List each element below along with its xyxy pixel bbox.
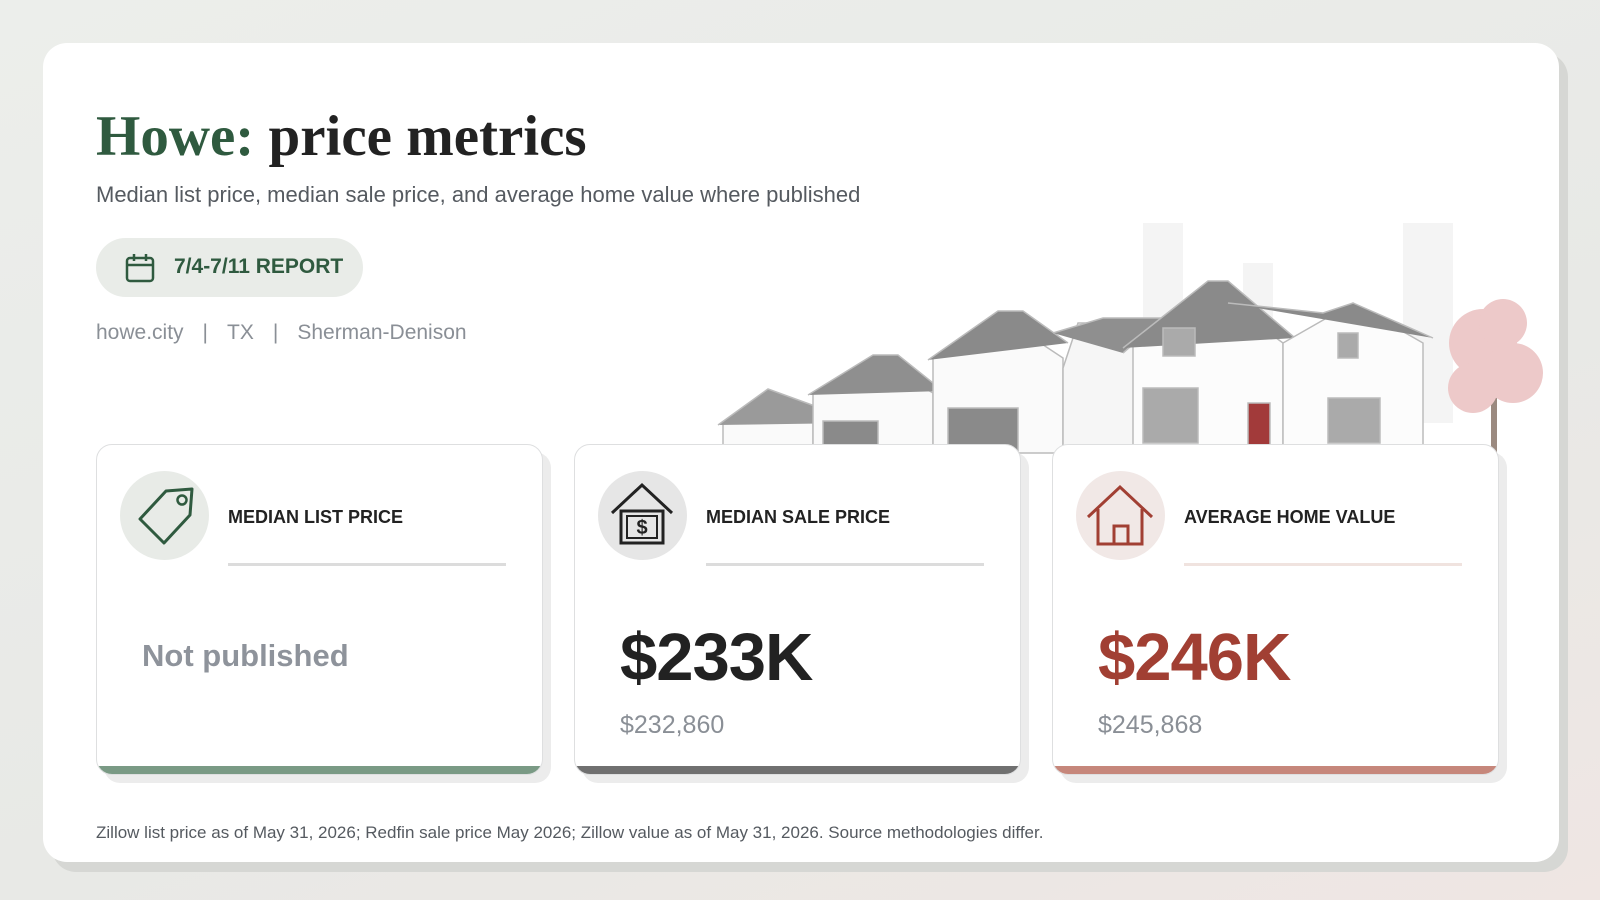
- card-value: $246K: [1098, 620, 1291, 695]
- divider: [228, 563, 506, 566]
- meta-item: howe.city: [96, 321, 184, 344]
- metric-card: MEDIAN LIST PRICE Not published: [96, 444, 543, 775]
- sale-icon: $: [610, 482, 674, 545]
- separator: |: [272, 321, 279, 344]
- tree-trunk: [1491, 373, 1497, 463]
- card-label: MEDIAN SALE PRICE: [706, 507, 891, 527]
- icon-circle: [1076, 471, 1165, 560]
- title: Howe: price metrics: [96, 104, 587, 169]
- title-place: Howe:: [96, 105, 255, 168]
- card-label: AVERAGE HOME VALUE: [1184, 507, 1396, 527]
- separator: |: [202, 321, 209, 344]
- tag-icon: [138, 487, 194, 545]
- svg-text:$: $: [636, 517, 647, 539]
- footnote: Zillow list price as of May 31, 2026; Re…: [96, 823, 1044, 842]
- meta-item: Sherman-Denison: [297, 321, 467, 344]
- divider: [1184, 563, 1462, 566]
- divider: [706, 563, 984, 566]
- subtitle: Median list price, median sale price, an…: [96, 182, 861, 207]
- metric-card: AVERAGE HOME VALUE $246K $245,868: [1052, 444, 1499, 775]
- card-detail: $245,868: [1098, 711, 1203, 739]
- accent-bar: [575, 766, 1020, 774]
- meta-item: TX: [227, 321, 254, 344]
- meta-line: howe.city | TX | Sherman-Denison: [96, 321, 467, 345]
- accent-bar: [97, 766, 542, 774]
- metric-card: $ MEDIAN SALE PRICE $233K $232,860: [574, 444, 1021, 775]
- accent-bar: [1053, 766, 1498, 774]
- badge-text: 7/4-7/11 REPORT: [174, 255, 344, 278]
- icon-circle: $: [598, 471, 687, 560]
- card-detail: $232,860: [620, 711, 725, 739]
- title-text: price metrics: [268, 105, 587, 168]
- card-value: Not published: [142, 638, 349, 673]
- report-badge: 7/4-7/11 REPORT: [96, 238, 363, 297]
- card-value: $233K: [620, 620, 813, 695]
- calendar-icon: [125, 254, 155, 283]
- home-icon: [1086, 484, 1154, 546]
- card-label: MEDIAN LIST PRICE: [228, 507, 404, 527]
- icon-circle: [120, 471, 209, 560]
